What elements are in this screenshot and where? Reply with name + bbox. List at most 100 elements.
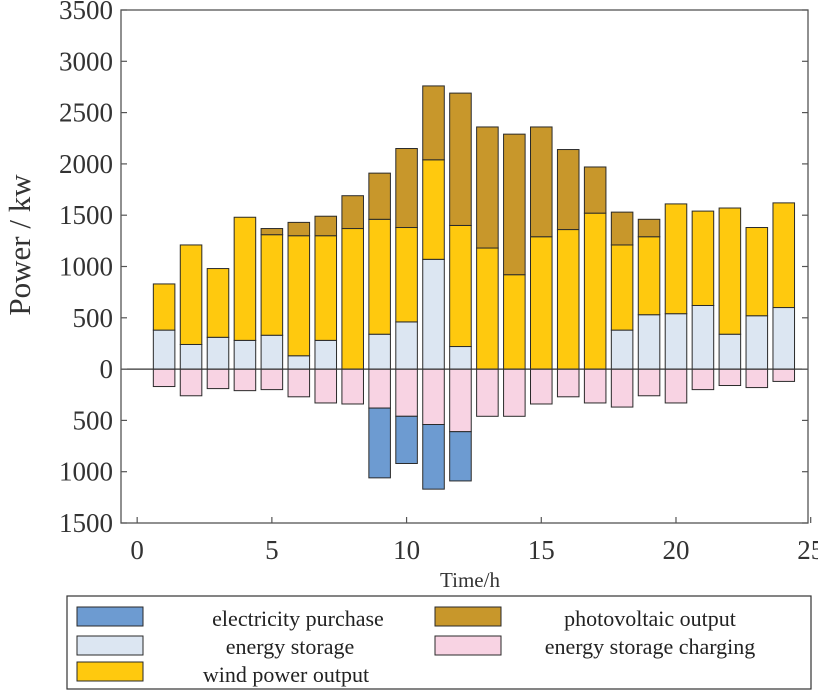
bar-energy-storage-t4 [233, 339, 257, 370]
x-tick-label: 20 [662, 535, 689, 565]
x-tick-label: 15 [528, 535, 555, 565]
bar-wind-power-output-t21 [691, 210, 715, 306]
bar-energy-storage-t24 [772, 307, 796, 370]
y-tick-label: 3500 [59, 0, 113, 25]
x-tick-label: 5 [265, 535, 279, 565]
bar-electricity-purchase-t9 [368, 407, 391, 479]
y-tick-label: 3000 [59, 46, 113, 76]
bar-wind-power-output-t6 [287, 235, 311, 357]
bar-energy-storage-charging-t5 [260, 368, 284, 391]
y-tick-label: 500 [73, 405, 114, 435]
bar-wind-power-output-t16 [556, 229, 580, 370]
bar-wind-power-output-t8 [341, 228, 364, 370]
bar-wind-power-output-t13 [476, 247, 499, 370]
bar-energy-storage-t12 [449, 346, 472, 370]
bar-energy-storage-charging-t3 [206, 368, 230, 390]
legend: electricity purchase photovoltaic output e… [66, 595, 812, 690]
y-tick-label: 1500 [59, 200, 113, 230]
bar-energy-storage-t7 [314, 339, 338, 370]
bar-photovoltaic-output-t16 [556, 149, 580, 231]
legend-label-energy-storage-charging: energy storage charging [545, 634, 756, 659]
bar-wind-power-output-t10 [395, 227, 418, 323]
bar-wind-power-output-t15 [530, 236, 553, 370]
bar-energy-storage-charging-t23 [745, 368, 769, 389]
bar-photovoltaic-output-t14 [503, 133, 526, 276]
bar-energy-storage-charging-t18 [610, 368, 634, 408]
bar-energy-storage-charging-t8 [341, 368, 364, 405]
bar-photovoltaic-output-t7 [314, 215, 338, 237]
bar-energy-storage-t10 [395, 321, 418, 370]
bar-photovoltaic-output-t19 [637, 218, 661, 238]
bar-energy-storage-charging-t22 [718, 368, 742, 387]
bar-energy-storage-t21 [691, 304, 715, 370]
bar-energy-storage-charging-t19 [637, 368, 661, 397]
bar-energy-storage-charging-t10 [395, 368, 418, 417]
bar-energy-storage-charging-t4 [233, 368, 257, 392]
bar-energy-storage-t2 [179, 343, 203, 370]
bar-energy-storage-charging-t9 [368, 368, 391, 409]
legend-label-photovoltaic-output: photovoltaic output [564, 606, 736, 631]
bars-layer [152, 85, 796, 490]
bar-photovoltaic-output-t12 [449, 92, 472, 226]
bar-energy-storage-t18 [610, 329, 634, 370]
x-tick-label: 25 [797, 535, 818, 565]
bar-wind-power-output-t4 [233, 216, 257, 341]
bar-energy-storage-t20 [664, 313, 688, 370]
bar-energy-storage-charging-t16 [556, 368, 580, 398]
bar-wind-power-output-t17 [583, 212, 607, 370]
y-tick-label: 2000 [59, 149, 113, 179]
bar-energy-storage-charging-t6 [287, 368, 311, 398]
axis-ticks: 0 5 10 15 20 25 3500 3000 2500 2000 1500 1000 500 0 50… [59, 0, 818, 565]
bar-wind-power-output-t19 [637, 236, 661, 316]
y-tick-label: 1500 [59, 508, 113, 538]
bar-photovoltaic-output-t10 [395, 148, 418, 229]
bar-photovoltaic-output-t17 [583, 166, 607, 214]
legend-swatch-energy-storage-charging [434, 635, 502, 656]
bar-energy-storage-t22 [718, 333, 742, 370]
legend-label-energy-storage: energy storage [226, 634, 355, 659]
bar-energy-storage-charging-t7 [314, 368, 338, 404]
bar-wind-power-output-t5 [260, 234, 284, 336]
bar-energy-storage-charging-t15 [530, 368, 553, 405]
bar-electricity-purchase-t11 [422, 424, 445, 490]
bar-wind-power-output-t1 [152, 283, 176, 331]
bar-wind-power-output-t24 [772, 202, 796, 309]
bar-energy-storage-t23 [745, 315, 769, 370]
bar-photovoltaic-output-t5 [260, 228, 284, 236]
bar-energy-storage-charging-t11 [422, 368, 445, 426]
bar-wind-power-output-t18 [610, 244, 634, 331]
bar-electricity-purchase-t10 [395, 415, 418, 464]
bar-energy-storage-t3 [206, 336, 230, 370]
bar-wind-power-output-t7 [314, 235, 338, 341]
bar-energy-storage-t11 [422, 258, 445, 370]
y-tick-label: 1000 [59, 457, 113, 487]
bar-photovoltaic-output-t11 [422, 85, 445, 161]
bar-energy-storage-t9 [368, 333, 391, 370]
bar-energy-storage-t5 [260, 334, 284, 370]
bar-energy-storage-charging-t17 [583, 368, 607, 404]
legend-swatch-electricity-purchase [76, 606, 144, 627]
y-tick-label: 500 [73, 303, 114, 333]
x-tick-label: 10 [393, 535, 420, 565]
bar-wind-power-output-t20 [664, 203, 688, 315]
bar-photovoltaic-output-t9 [368, 172, 391, 220]
legend-label-electricity-purchase: electricity purchase [212, 606, 384, 631]
bar-wind-power-output-t11 [422, 159, 445, 260]
bar-photovoltaic-output-t13 [476, 126, 499, 249]
bar-electricity-purchase-t12 [449, 431, 472, 482]
bar-energy-storage-charging-t21 [691, 368, 715, 391]
bar-wind-power-output-t22 [718, 207, 742, 335]
y-axis-label: Power / kw [2, 174, 37, 316]
y-tick-label: 2500 [59, 98, 113, 128]
bar-energy-storage-t19 [637, 314, 661, 370]
bar-energy-storage-charging-t2 [179, 368, 203, 397]
bar-wind-power-output-t14 [503, 274, 526, 370]
bar-energy-storage-t1 [152, 329, 176, 370]
bar-wind-power-output-t3 [206, 268, 230, 338]
legend-swatch-photovoltaic-output [434, 606, 502, 627]
bar-energy-storage-charging-t24 [772, 368, 796, 382]
bar-photovoltaic-output-t6 [287, 221, 311, 237]
y-tick-label: 1000 [59, 252, 113, 282]
y-tick-label: 0 [100, 354, 114, 384]
x-axis-label: Time/h [440, 568, 500, 592]
